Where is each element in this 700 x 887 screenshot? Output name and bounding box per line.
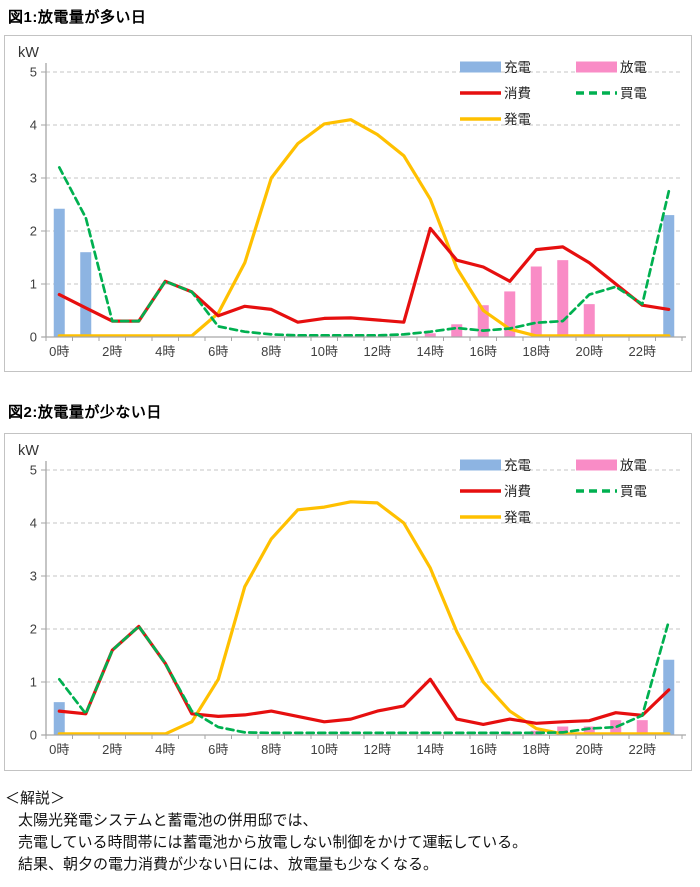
line-generation xyxy=(57,500,671,736)
svg-text:16時: 16時 xyxy=(470,344,497,359)
svg-text:2: 2 xyxy=(30,622,37,637)
legend-swatch-discharge xyxy=(576,61,617,73)
svg-text:2: 2 xyxy=(30,224,37,239)
svg-text:22時: 22時 xyxy=(629,742,656,757)
y-axis-labels: 0 1 2 3 4 5 xyxy=(30,65,37,345)
gridlines xyxy=(46,71,682,285)
svg-text:0: 0 xyxy=(30,728,37,743)
svg-text:4: 4 xyxy=(30,118,37,133)
bars-discharge xyxy=(424,260,595,337)
axes xyxy=(41,461,686,739)
svg-text:10時: 10時 xyxy=(311,742,338,757)
line-purchase xyxy=(57,166,671,337)
svg-text:2時: 2時 xyxy=(102,742,122,757)
svg-text:10時: 10時 xyxy=(311,344,338,359)
line-generation xyxy=(57,118,671,338)
x-axis-labels: 0時 2時 4時 6時 8時 10時 12時 14時 16時 18時 20時 22時 xyxy=(49,344,656,359)
x-axis-labels: 0時 2時 4時 6時 8時 10時 12時 14時 16時 18時 20時 22時 xyxy=(49,742,656,757)
svg-text:12時: 12時 xyxy=(364,742,391,757)
legend-label-discharge: 放電 xyxy=(620,60,647,75)
svg-text:0時: 0時 xyxy=(49,742,69,757)
legend-label-charge: 充電 xyxy=(504,458,531,473)
legend-swatch-discharge xyxy=(576,459,617,471)
svg-text:5: 5 xyxy=(30,463,37,478)
commentary-line: 結果、朝夕の電力消費が少ない日には、放電量も少なくなる。 xyxy=(18,856,439,873)
svg-text:1: 1 xyxy=(30,277,37,292)
figure2-chart-svg: 0 1 2 3 4 5 kW 0時 2時 4時 6時 8時 10時 12時 14時 16時 18時 20時 22時 充… xyxy=(18,443,686,757)
svg-text:8時: 8時 xyxy=(261,344,281,359)
figure2-chart-area: 0 1 2 3 4 5 kW 0時 2時 4時 6時 8時 10時 12時 14時 16時 18時 20時 22時 充… xyxy=(4,433,692,771)
line-purchase xyxy=(57,619,671,735)
legend-label-consumption: 消費 xyxy=(504,484,531,499)
legend-label-discharge: 放電 xyxy=(620,458,647,473)
y-axis-unit-label: kW xyxy=(18,45,39,61)
svg-text:20時: 20時 xyxy=(576,742,603,757)
commentary-block: ＜解説＞ 太陽光発電システムと蓄電池の併用邸では、 売電している時間帯には蓄電池… xyxy=(5,788,695,876)
figure2-title: 図2:放電量が少ない日 xyxy=(8,404,162,421)
legend-label-purchase: 買電 xyxy=(620,484,647,499)
svg-text:4: 4 xyxy=(30,516,37,531)
bars-charge xyxy=(53,208,675,337)
figure1-chart-svg: 0 1 2 3 4 5 kW 0時 2時 4時 6時 8時 10時 12時 14時 16時 18時 20時 22時 充… xyxy=(18,45,686,359)
svg-text:12時: 12時 xyxy=(364,344,391,359)
svg-text:14時: 14時 xyxy=(417,742,444,757)
bars-charge xyxy=(53,659,675,735)
figure1-chart-area: 0 1 2 3 4 5 kW 0時 2時 4時 6時 8時 10時 12時 14時 16時 18時 20時 22時 充… xyxy=(4,35,692,372)
svg-text:14時: 14時 xyxy=(417,344,444,359)
svg-text:0: 0 xyxy=(30,330,37,345)
y-axis-unit-label: kW xyxy=(18,443,39,459)
svg-text:1: 1 xyxy=(30,675,37,690)
svg-text:3: 3 xyxy=(30,171,37,186)
svg-text:2時: 2時 xyxy=(102,344,122,359)
legend-label-generation: 発電 xyxy=(504,510,531,525)
commentary-line: 太陽光発電システムと蓄電池の併用邸では、 xyxy=(18,812,318,829)
commentary-heading: ＜解説＞ xyxy=(5,790,66,807)
gridlines xyxy=(46,469,682,683)
legend-swatch-charge xyxy=(460,459,501,471)
svg-text:3: 3 xyxy=(30,569,37,584)
svg-text:4時: 4時 xyxy=(155,344,175,359)
legend-label-purchase: 買電 xyxy=(620,86,647,101)
svg-text:8時: 8時 xyxy=(261,742,281,757)
line-consumption xyxy=(57,226,671,324)
svg-text:20時: 20時 xyxy=(576,344,603,359)
svg-text:16時: 16時 xyxy=(470,742,497,757)
legend-label-consumption: 消費 xyxy=(504,86,531,101)
svg-text:6時: 6時 xyxy=(208,344,228,359)
svg-text:0時: 0時 xyxy=(49,344,69,359)
legend-label-generation: 発電 xyxy=(504,112,531,127)
svg-text:18時: 18時 xyxy=(523,344,550,359)
y-axis-labels: 0 1 2 3 4 5 xyxy=(30,463,37,743)
svg-text:22時: 22時 xyxy=(629,344,656,359)
svg-text:5: 5 xyxy=(30,65,37,80)
svg-text:4時: 4時 xyxy=(155,742,175,757)
legend-swatch-charge xyxy=(460,61,501,73)
figure1-title: 図1:放電量が多い日 xyxy=(8,9,147,26)
commentary-line: 売電している時間帯には蓄電池から放電しない制御をかけて運転している。 xyxy=(18,834,528,851)
axes xyxy=(41,63,686,341)
svg-text:18時: 18時 xyxy=(523,742,550,757)
legend-label-charge: 充電 xyxy=(504,60,531,75)
svg-text:6時: 6時 xyxy=(208,742,228,757)
